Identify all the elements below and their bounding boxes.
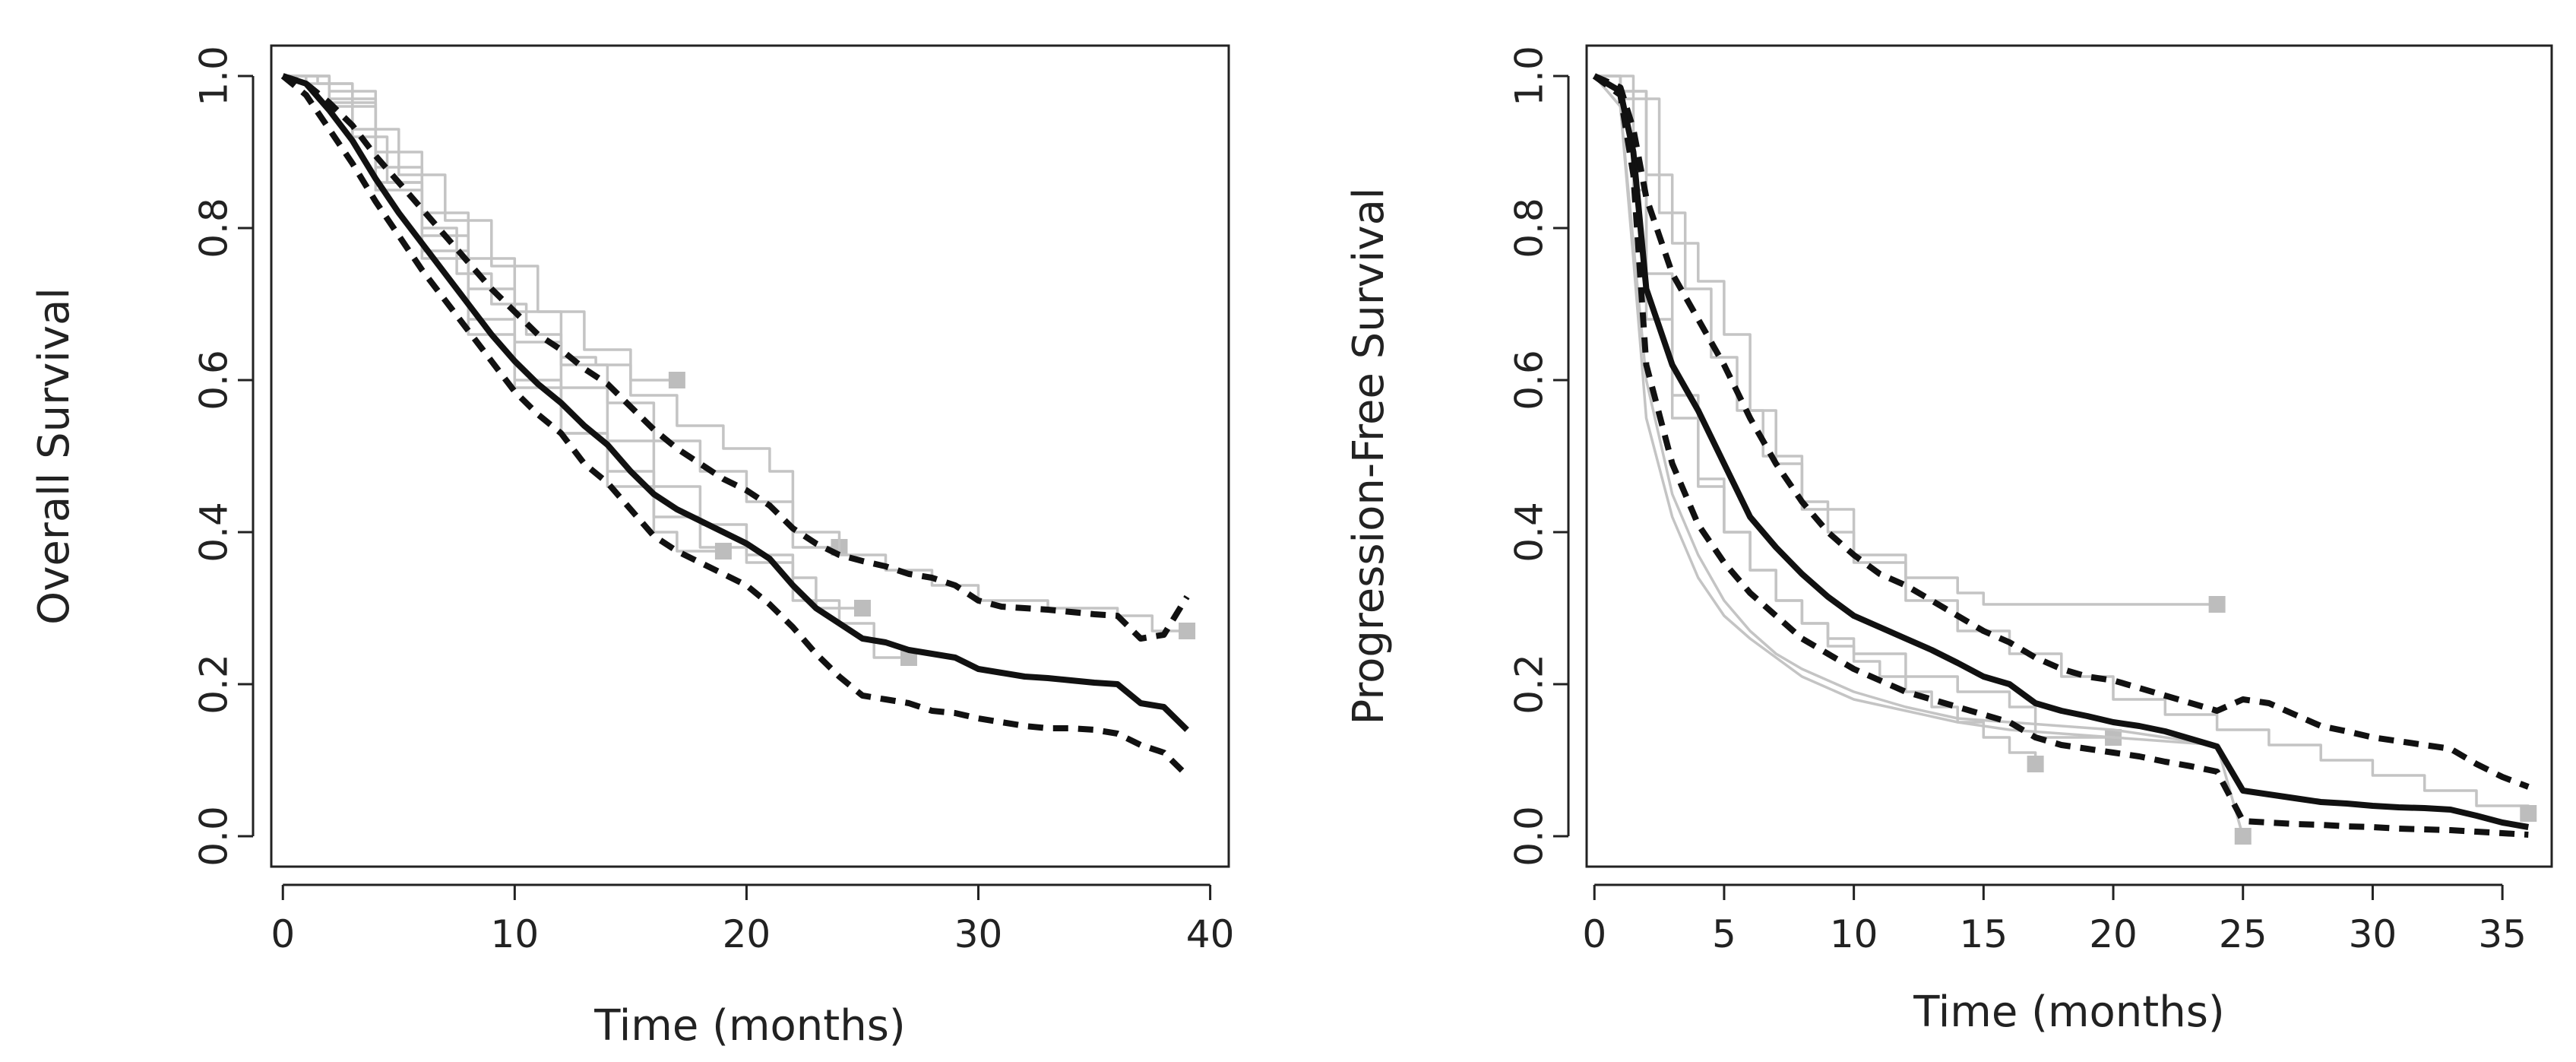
os-series-lower-confidence-bound <box>280 73 1189 778</box>
pfs-x-tick-label: 5 <box>1712 912 1736 956</box>
os-y-axis-title: Overall Survival <box>30 287 79 625</box>
os-x-axis-title: Time (months) <box>593 1001 905 1051</box>
pfs-series-study-curve-4 <box>1594 74 2113 739</box>
pfs-series-study-curve-1 <box>1594 74 2217 606</box>
pfs-censor-mark <box>2208 596 2226 613</box>
os-series-study-curve-4 <box>283 74 862 610</box>
os-series-pooled-estimate <box>282 73 1189 732</box>
os-x-tick-label: 20 <box>723 912 771 956</box>
os-censor-mark <box>668 372 685 388</box>
os-series-upper-confidence-bound <box>282 73 1190 642</box>
os-series-study-curve-3 <box>283 74 1188 632</box>
pfs-y-tick-label: 1.0 <box>1508 46 1552 106</box>
pfs-x-tick-label: 0 <box>1582 912 1606 956</box>
pfs-series-upper-confidence-bound <box>1593 73 2530 790</box>
pfs-x-tick-label: 15 <box>1960 912 2008 956</box>
os-x-tick-label: 10 <box>491 912 540 956</box>
pfs-series-pooled-estimate <box>1593 73 2529 830</box>
os-y-tick-label: 0.0 <box>192 806 236 867</box>
os-censor-mark <box>853 600 871 617</box>
pfs-x-tick-label: 10 <box>1830 912 1878 956</box>
pfs-series-study-curve-6 <box>1593 74 2217 747</box>
pfs-x-axis-title: Time (months) <box>1913 988 2224 1037</box>
pfs-censor-mark <box>2027 756 2044 772</box>
pfs-y-tick-label: 0.8 <box>1508 198 1552 258</box>
os-x-tick-label: 0 <box>271 912 295 956</box>
overall-survival-panel: 0 10 20 30 40 0.0 0.2 0.4 0.6 0.8 1.0 Time (months)… <box>30 44 1235 1051</box>
pfs-y-axis-title: Progression-Free Survival <box>1344 188 1394 725</box>
pfs-series-lower-confidence-bound <box>1592 73 2529 838</box>
os-y-tick-label: 0.4 <box>192 502 236 563</box>
os-y-tick-label: 0.6 <box>192 350 236 411</box>
os-y-tick-label: 0.8 <box>192 198 236 258</box>
pfs-x-tick-label: 35 <box>2478 912 2527 956</box>
progression-free-survival-panel: 0 5 10 15 20 25 30 35 0.0 0.2 0.4 0.6 0.8 1.0 Time (mo… <box>1344 44 2553 1037</box>
pfs-y-tick-label: 0.2 <box>1508 654 1552 715</box>
pfs-series-study-curve-5 <box>1593 74 2245 837</box>
pfs-series-study-curve-2 <box>1594 74 2530 813</box>
pfs-y-tick-label: 0.0 <box>1508 806 1552 867</box>
pfs-censor-mark <box>2520 805 2537 822</box>
pfs-y-tick-label: 0.6 <box>1508 350 1552 411</box>
os-plot-frame <box>270 44 1230 868</box>
os-x-tick-label: 30 <box>954 912 1003 956</box>
pfs-x-tick-label: 25 <box>2219 912 2267 956</box>
pfs-x-tick-label: 20 <box>2089 912 2138 956</box>
os-censor-mark <box>714 543 732 560</box>
os-censor-mark <box>1179 623 1196 639</box>
os-series-study-curve-6 <box>283 74 723 553</box>
os-y-tick-label: 0.2 <box>192 654 236 715</box>
pfs-plot-frame <box>1585 44 2553 868</box>
os-y-tick-label: 1.0 <box>192 46 236 106</box>
pfs-x-tick-label: 30 <box>2349 912 2397 956</box>
pfs-censor-mark <box>2234 828 2252 845</box>
pfs-y-tick-label: 0.4 <box>1508 502 1552 563</box>
os-x-tick-label: 40 <box>1186 912 1235 956</box>
